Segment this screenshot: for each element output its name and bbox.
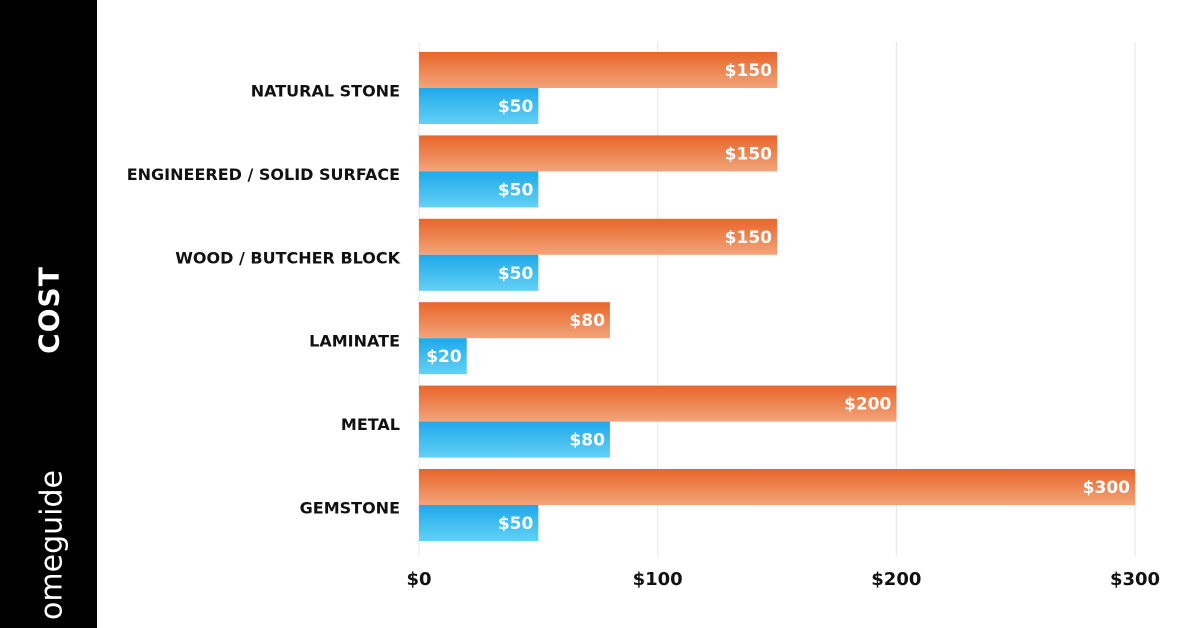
bar	[419, 338, 467, 375]
data-label: $50	[498, 264, 534, 284]
bar	[419, 254, 539, 291]
category-label: GEMSTONE	[300, 499, 400, 518]
x-tick-label: $200	[871, 569, 921, 590]
bar	[419, 469, 1135, 505]
data-label: $150	[725, 144, 772, 164]
bars	[419, 52, 1135, 541]
category-label: NATURAL STONE	[251, 82, 400, 101]
bar	[419, 88, 539, 124]
data-label: $20	[426, 347, 462, 367]
x-tick-label: $0	[406, 569, 431, 590]
data-label: $50	[498, 97, 534, 117]
data-label: $150	[725, 61, 772, 81]
category-label: METAL	[341, 415, 400, 434]
labels: $0 $100 $200 $300 NATURAL STONE $150 $50 ENGINE…	[127, 61, 1160, 590]
x-tick-label: $300	[1110, 569, 1160, 590]
category-label: LAMINATE	[309, 332, 400, 351]
bar-chart: $0 $100 $200 $300 NATURAL STONE $150 $50 ENGINE…	[127, 42, 1160, 590]
side-band	[0, 0, 97, 628]
data-label: $80	[569, 311, 605, 331]
bar	[419, 171, 539, 208]
bar	[419, 218, 777, 255]
brand-logo-text: omeguide	[34, 470, 70, 620]
x-tick-label: $100	[633, 569, 683, 590]
bar	[419, 302, 610, 339]
data-label: $300	[1083, 478, 1130, 498]
bar	[419, 135, 777, 172]
category-label: ENGINEERED / SOLID SURFACE	[127, 165, 400, 184]
bar	[419, 52, 777, 88]
data-label: $50	[498, 514, 534, 534]
bar	[419, 505, 539, 541]
data-label: $150	[725, 228, 772, 248]
side-cost-label: COST	[32, 266, 66, 354]
bar	[419, 385, 897, 422]
data-label: $50	[498, 180, 534, 200]
bar	[419, 421, 610, 458]
data-label: $200	[844, 395, 891, 415]
data-label: $80	[569, 431, 605, 451]
category-label: WOOD / BUTCHER BLOCK	[175, 248, 400, 267]
